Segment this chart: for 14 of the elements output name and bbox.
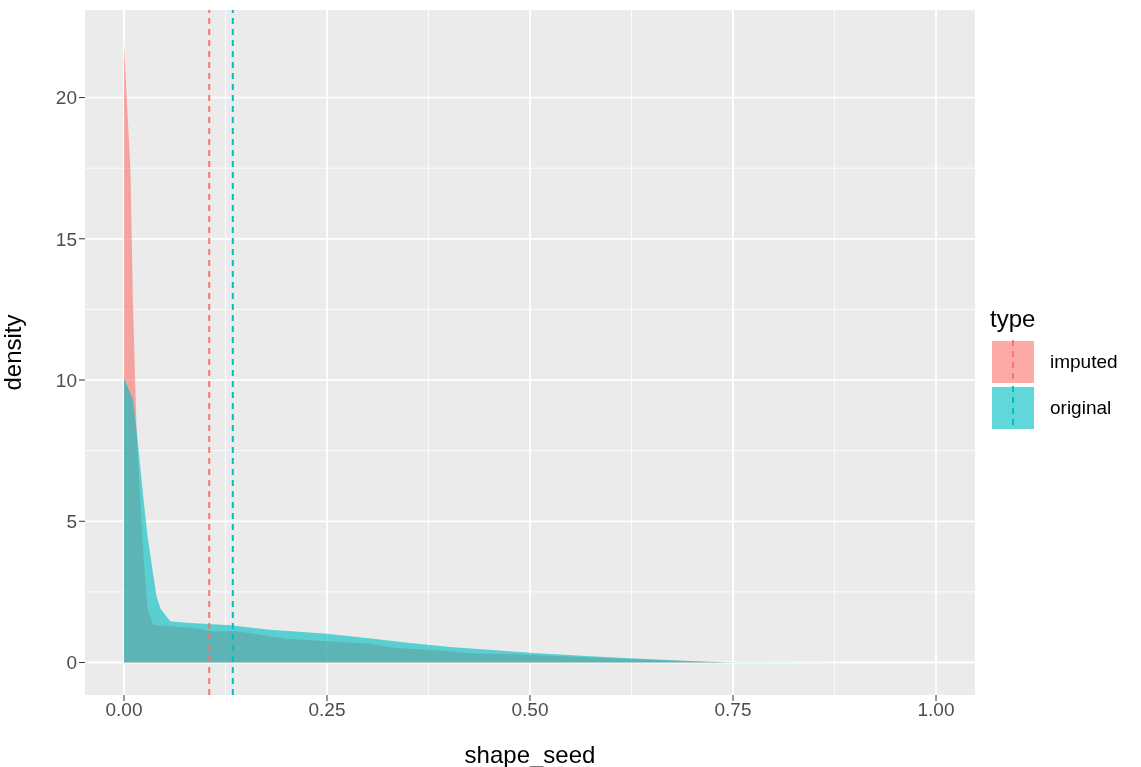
x-tick-label: 0.25 — [308, 699, 346, 721]
legend-title: type — [990, 305, 1037, 333]
legend-label: original — [1050, 397, 1112, 419]
legend-label: imputed — [1050, 351, 1118, 373]
x-tick-label: 1.00 — [917, 699, 955, 721]
y-tick-label: 10 — [55, 369, 77, 391]
x-tick-label: 0.75 — [714, 699, 752, 721]
y-tick-label: 15 — [55, 228, 77, 250]
y-tick-label: 20 — [55, 87, 77, 109]
x-tick-label: 0.50 — [511, 699, 549, 721]
y-tick-label: 0 — [66, 652, 77, 674]
y-tick-label: 5 — [66, 511, 77, 533]
y-axis-title: density — [0, 314, 26, 391]
x-tick-label: 0.00 — [105, 699, 143, 721]
